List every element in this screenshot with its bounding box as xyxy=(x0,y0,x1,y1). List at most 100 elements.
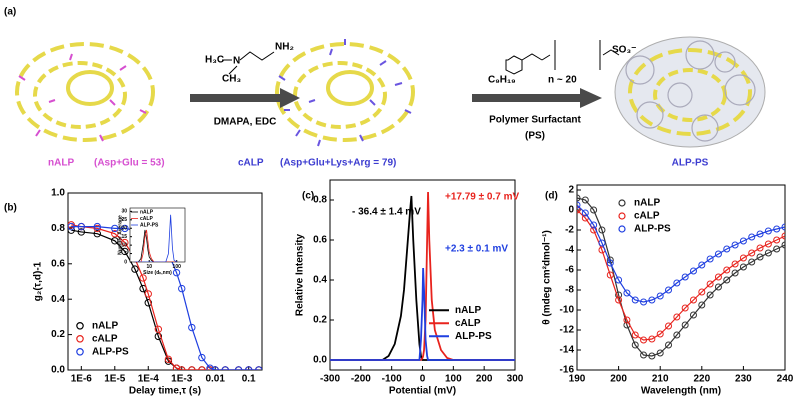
y-tick-label: -12 xyxy=(560,325,575,336)
annotation: +17.79 ± 0.7 mV xyxy=(445,192,519,203)
data-point xyxy=(111,230,119,238)
legend-label: nALP xyxy=(92,320,118,331)
data-point xyxy=(706,291,714,299)
data-point xyxy=(631,296,639,304)
x-tick-label: 240 xyxy=(777,374,794,385)
y-tick-label: -8 xyxy=(565,285,574,296)
data-point xyxy=(764,240,772,248)
legend-label: cALP xyxy=(634,211,660,222)
y-tick-label: 0.2 xyxy=(313,315,327,326)
y-tick-label: 0.2 xyxy=(51,329,65,340)
data-point xyxy=(698,261,706,269)
x-axis-label: Potential (mV) xyxy=(389,386,456,397)
data-point xyxy=(244,366,253,370)
x-tick-label: 300 xyxy=(507,374,524,385)
data-point xyxy=(706,255,714,263)
data-point xyxy=(764,227,772,235)
x-tick-label: 10 xyxy=(146,264,152,270)
data-point xyxy=(723,245,731,253)
protein-ps xyxy=(614,36,766,148)
data-point xyxy=(154,325,163,333)
x-tick-label: 0.1 xyxy=(242,374,256,385)
data-point xyxy=(689,267,697,275)
data-point xyxy=(255,366,262,370)
data-point xyxy=(656,292,664,300)
legend-marker xyxy=(618,199,626,207)
data-point xyxy=(689,311,697,319)
y-tick-label: 0.8 xyxy=(313,195,327,206)
legend-label: cALP xyxy=(455,318,481,329)
data-point xyxy=(131,265,139,273)
y-tick-label: 0.8 xyxy=(51,223,65,234)
y-tick-label: 0.0 xyxy=(313,355,327,366)
data-point xyxy=(665,322,673,330)
annotation: - 36.4 ± 1.4 mV xyxy=(352,207,421,218)
data-point xyxy=(172,268,181,277)
legend-marker xyxy=(76,334,84,343)
data-point xyxy=(581,196,589,204)
y-tick-label: 25 xyxy=(121,217,127,223)
x-tick-label: 200 xyxy=(610,374,627,385)
data-point xyxy=(121,238,129,247)
data-point xyxy=(681,273,689,281)
series-line xyxy=(71,226,259,370)
chem-text: CH₃ xyxy=(222,74,241,85)
protein-native xyxy=(15,42,155,142)
x-tick-label: 220 xyxy=(693,374,710,385)
panel-label: (c) xyxy=(302,191,314,202)
protein-cationic xyxy=(275,39,415,147)
data-point xyxy=(615,296,623,304)
data-point xyxy=(598,239,606,247)
data-point xyxy=(731,260,739,268)
y-tick-label: -4 xyxy=(565,245,574,256)
x-tick-label: -200 xyxy=(351,374,371,385)
chem-text: H₃C xyxy=(205,55,224,66)
data-point xyxy=(764,249,772,257)
data-point xyxy=(781,241,785,249)
data-point xyxy=(648,335,656,343)
data-point xyxy=(234,366,243,370)
chart: -300 -200 -100 0 100 200 300 0.0 0.2 0.4 0.6 0.8 Pot… xyxy=(295,179,524,397)
y-tick-label: 0 xyxy=(124,259,127,265)
panel-label: (b) xyxy=(4,203,17,214)
reagent: Polymer Surfactant xyxy=(489,115,581,126)
data-point xyxy=(577,201,581,209)
series-line xyxy=(330,267,515,361)
y-tick-label: 0 xyxy=(568,205,574,216)
y-tick-label: 5 xyxy=(124,251,127,257)
data-point xyxy=(172,364,181,370)
data-point xyxy=(706,280,714,288)
x-tick-label: 1E-3 xyxy=(171,374,193,385)
sample-composition: (Asp+Glu = 53) xyxy=(94,158,165,169)
y-tick-label: 0.0 xyxy=(51,365,65,376)
chem-text: N xyxy=(233,56,240,67)
annotation: +2.3 ± 0.1 mV xyxy=(445,244,508,255)
chart: 1E-6 1E-5 1E-4 1E-3 0.01 0.1 0.0 0.2 0.4 0.6 0.8 1.… xyxy=(33,188,263,397)
y-tick-label: 30 xyxy=(121,209,127,215)
plot-frame xyxy=(129,207,186,263)
data-point xyxy=(93,230,101,238)
data-point xyxy=(206,364,214,370)
y-axis-label: θ (mdeg cm²dmol⁻¹) xyxy=(542,230,553,325)
data-point xyxy=(739,237,747,245)
data-point xyxy=(781,232,785,240)
data-point xyxy=(111,224,119,233)
data-point xyxy=(623,289,631,297)
y-tick-label: 0.4 xyxy=(51,294,65,305)
data-point xyxy=(77,222,86,231)
y-tick-label: -6 xyxy=(565,265,574,276)
x-tick-label: 1E-5 xyxy=(104,374,126,385)
legend-label: nALP xyxy=(634,198,660,209)
data-point xyxy=(781,223,785,231)
sample-composition: (Asp+Glu+Lys+Arg = 79) xyxy=(280,158,396,169)
y-tick-label: -16 xyxy=(560,365,575,376)
data-point xyxy=(606,271,614,279)
legend-label: ALP-PS xyxy=(140,222,159,228)
data-point xyxy=(631,331,639,339)
data-point xyxy=(198,353,206,362)
data-point xyxy=(590,226,598,234)
legend-marker xyxy=(76,321,84,330)
data-point xyxy=(164,355,173,364)
legend-marker xyxy=(618,212,626,220)
data-point xyxy=(681,321,689,329)
